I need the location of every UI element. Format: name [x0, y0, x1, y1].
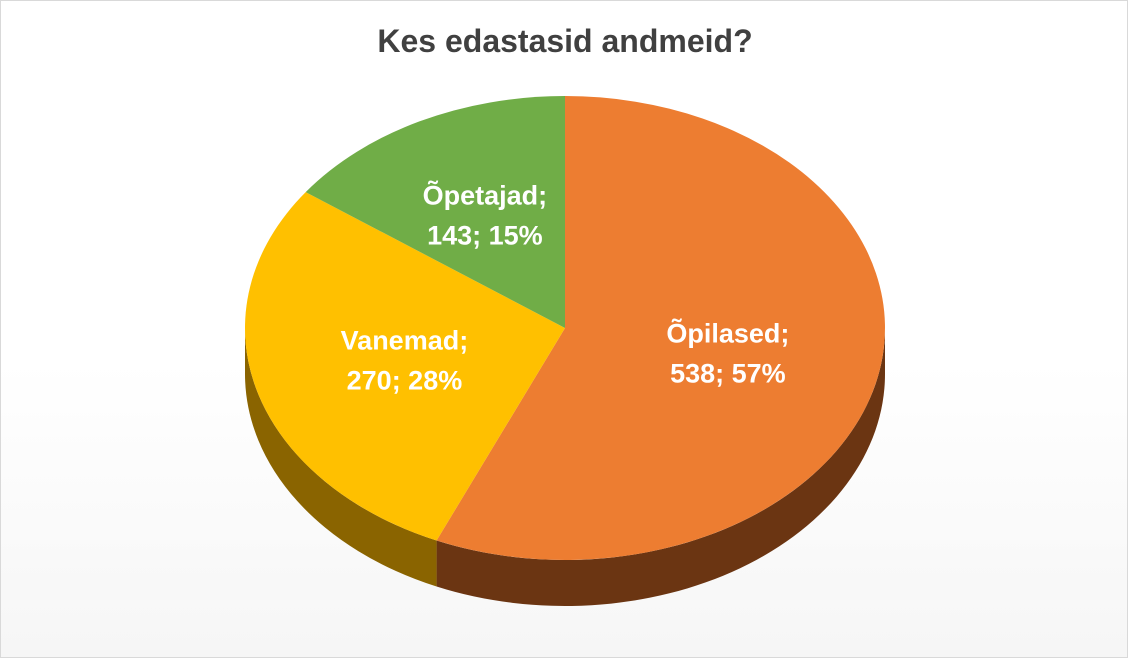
slice-label-value: 270; 28% [347, 366, 463, 396]
pie-slice-vanemad [244, 192, 565, 541]
slice-label-opetajad: Õpetajad; 143; 15% [423, 179, 548, 250]
slice-label-opilased: Õpilased; 538; 57% [666, 318, 789, 389]
slice-label-name: Vanemad; [341, 326, 469, 356]
chart-title: Kes edastasid andmeid? [377, 23, 753, 59]
pie-slice-opetajad [305, 96, 565, 328]
slice-label-value: 538; 57% [670, 359, 786, 389]
slice-label-name: Õpilased; [666, 318, 789, 349]
pie-side-opilased [436, 328, 885, 607]
pie-slice-opilased [436, 96, 885, 560]
pie-sides [245, 328, 885, 607]
pie-side-vanemad [245, 328, 437, 587]
pie-tops [244, 96, 885, 560]
pie-labels: Õpilased; 538; 57% Vanemad; 270; 28% Õpetaja… [341, 179, 790, 395]
slice-label-value: 143; 15% [427, 220, 543, 250]
slice-label-name: Õpetajad; [423, 179, 548, 210]
slice-label-vanemad: Vanemad; 270; 28% [341, 326, 469, 396]
